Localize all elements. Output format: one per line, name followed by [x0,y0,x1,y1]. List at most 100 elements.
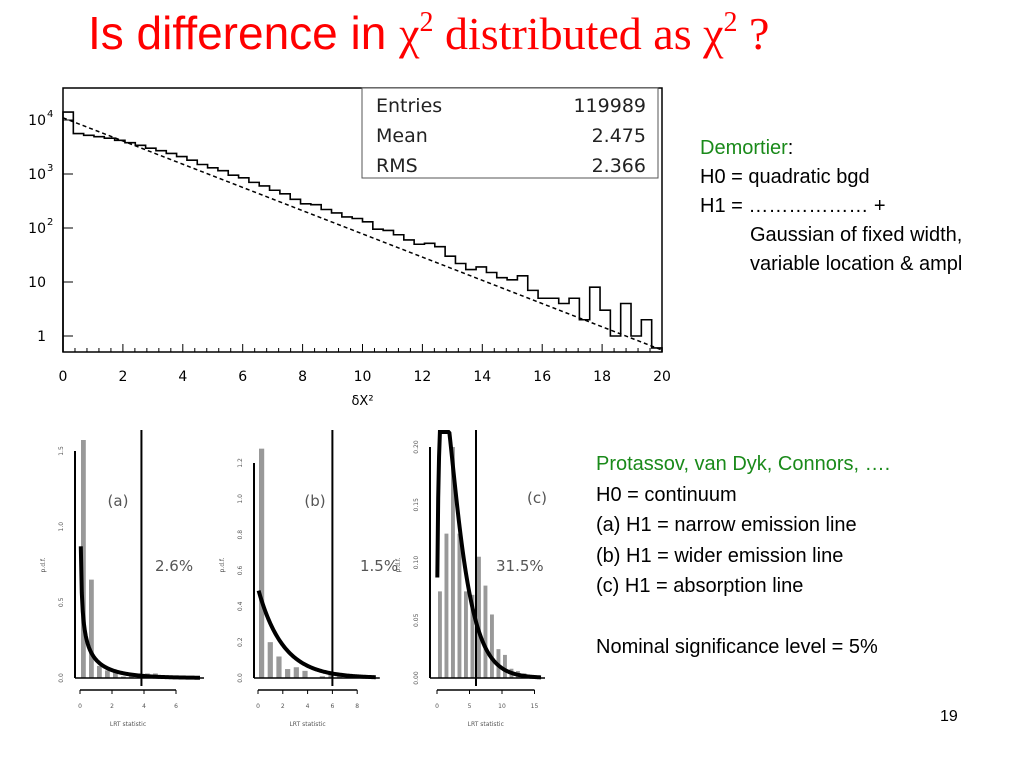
x-tick-label: 0 [78,703,82,710]
x-axis-label: LRT statistic [289,721,325,728]
x-tick-label: 14 [473,369,491,385]
x-tick-label: 4 [306,703,310,710]
y-tick-label: 0.6 [237,566,244,576]
x-tick-label: 2 [110,703,114,710]
text-line: H1 = ……………… + [700,195,886,217]
x-tick-label: 12 [413,369,431,385]
protassov-heading: Protassov, van Dyk, Connors, …. [596,453,891,475]
histogram-bar [328,674,334,678]
y-tick-label: 1.0 [58,522,65,532]
y-tick-label: 1.0 [237,494,244,504]
y-tick-exponent: 4 [47,109,53,120]
x-tick-label: 2 [118,369,127,385]
stats-label: RMS [376,155,418,177]
y-tick-label: 1.5 [58,446,65,456]
y-tick-exponent: 2 [47,217,53,228]
y-tick-label: 10 [28,167,46,183]
x-axis-label: LRT statistic [110,721,146,728]
x-tick-label: 20 [653,369,671,385]
y-tick-label: 10 [28,113,46,129]
panel-label: (c) [527,489,547,507]
y-tick-label: 0.10 [413,556,420,570]
histogram-bar [319,676,325,678]
y-tick-label: 0.0 [58,673,65,683]
histogram-bar [451,447,455,678]
y-axis-label: p.d.f. [395,557,402,572]
y-axis-label: p.d.f. [40,557,47,572]
text-line: Gaussian of fixed width, [750,224,963,246]
y-tick-label: 0.5 [58,597,65,607]
text-line: (b) H1 = wider emission line [596,544,844,567]
histogram-bar [285,669,291,678]
panel-label: (b) [304,492,325,510]
x-tick-label: 10 [354,369,372,385]
histogram-bar [259,448,265,678]
title-text-3: ? [737,8,770,59]
panel-label: (a) [108,492,129,510]
x-tick-label: 10 [498,703,506,710]
y-axis-label: p.d.f. [219,557,226,572]
histogram-bar [457,533,462,678]
percent-label: 1.5% [360,557,398,575]
histogram-bar [105,670,110,678]
histogram-bar [129,676,134,678]
demortier-block: Demortier: H0 = quadratic bgd H1 = ……………… [700,134,962,279]
y-tick-label: 0.00 [413,671,420,685]
slide-title: Is difference in χ2 distributed as χ2 ? [88,6,769,60]
y-tick-label: 0.05 [413,613,420,627]
x-tick-label: 18 [593,369,611,385]
histogram-bar [276,656,282,678]
x-tick-label: 16 [533,369,551,385]
histogram-bar [293,667,299,678]
stats-value: 2.366 [592,155,646,177]
x-tick-label: 0 [59,369,68,385]
y-tick-label: 0.15 [413,498,420,512]
pdf-curve [435,430,542,680]
stats-label: Entries [376,95,442,117]
x-tick-label: 0 [435,703,439,710]
histogram-bar [89,579,94,678]
y-tick-exponent: 3 [47,163,53,174]
y-tick-label: 1 [37,329,46,345]
text-line: H0 = quadratic bgd [700,166,870,188]
stats-label: Mean [376,125,428,147]
x-tick-label: 4 [178,369,187,385]
pdf-curve [256,590,376,680]
histogram-bar [267,642,273,678]
text-line: (c) H1 = absorption line [596,575,804,597]
percent-label: 31.5% [496,557,544,575]
histogram-bar [464,591,468,678]
histogram-bar [503,654,507,678]
histogram-bar [97,665,102,678]
text-line: H0 = continuum [596,483,737,506]
page-number: 19 [940,708,958,725]
y-tick-label: 0.0 [237,673,244,683]
y-tick-label: 1.2 [237,458,244,468]
y-tick-label: 0.2 [237,637,244,647]
x-axis-label: LRT statistic [468,721,504,728]
title-text: Is difference in [88,7,400,59]
y-tick-label: 0.8 [237,530,244,540]
y-tick-label: 0.20 [413,440,420,454]
text-line: Nominal significance level = 5% [596,635,878,658]
demortier-heading: Demortier [700,137,788,159]
x-tick-label: 6 [174,703,178,710]
protassov-block: Protassov, van Dyk, Connors, …. H0 = con… [596,449,890,662]
title-text-2: distributed as [433,8,704,59]
y-tick-label: 0.4 [237,601,244,611]
histogram-bar [490,614,494,678]
x-tick-label: 15 [531,703,539,710]
y-tick-label: 10 [28,275,46,291]
histogram-bar [438,591,442,678]
stats-box [361,87,659,179]
histogram-bar [81,440,86,678]
histogram-step [62,111,663,352]
blank-line [596,602,890,632]
histogram-bar [113,670,118,678]
x-tick-label: 6 [330,703,334,710]
title-chi: χ [399,8,420,59]
histogram-bar [121,676,126,678]
fit-line-dashed [62,117,663,351]
